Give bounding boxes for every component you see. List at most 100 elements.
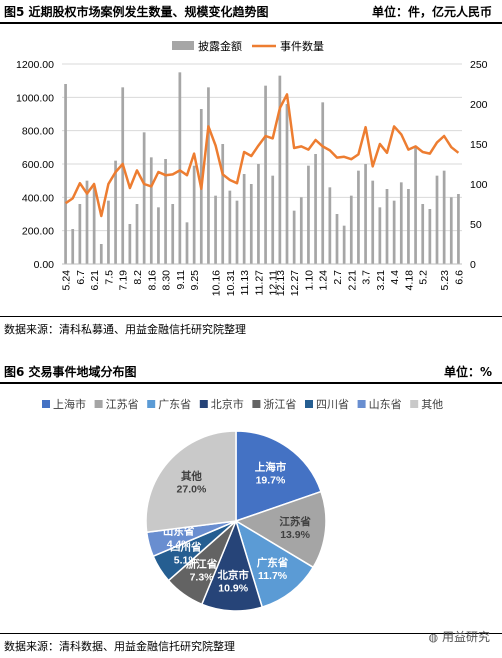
- x-tick-label: 7.19: [118, 270, 130, 291]
- bar: [235, 200, 239, 264]
- legend-label: 上海市: [53, 397, 86, 411]
- bar: [185, 222, 189, 264]
- bar: [128, 224, 132, 264]
- legend-swatch: [199, 400, 208, 408]
- x-tick-label: 1.10: [303, 270, 315, 291]
- bar: [407, 189, 410, 264]
- bar: [364, 164, 367, 264]
- x-tick-label: 2.7: [332, 270, 344, 285]
- bar: [121, 87, 125, 264]
- bar: [378, 207, 382, 264]
- x-tick-label: 11.27: [253, 270, 265, 296]
- legend-label-count: 事件数量: [280, 40, 324, 53]
- y-right-tick-label: 250: [470, 59, 488, 71]
- pie-slice: [145, 430, 237, 534]
- bar: [149, 157, 153, 264]
- fig5-source: 数据来源：清科私募通、用益金融信托研究院整理: [4, 323, 246, 336]
- legend-label: 四川省: [316, 398, 349, 411]
- fig5-top-rule: [0, 22, 502, 24]
- bar: [157, 207, 160, 264]
- x-tick-label: 5.24: [61, 270, 73, 291]
- bar: [321, 102, 325, 264]
- pie-slice-label: 上海市: [255, 461, 287, 474]
- y-left-tick-label: 0.00: [34, 259, 55, 271]
- pie-slice-value: 13.9%: [280, 529, 310, 541]
- bar: [357, 170, 360, 264]
- bar: [85, 180, 89, 264]
- bar: [285, 104, 289, 264]
- x-tick-label: 2.21: [346, 270, 358, 291]
- wechat-icon: ◍: [428, 631, 439, 644]
- legend-swatch: [252, 400, 261, 408]
- y-right-tick-label: 0: [470, 259, 476, 271]
- bar: [78, 204, 82, 264]
- bar: [342, 225, 346, 264]
- bar: [392, 200, 396, 264]
- bar: [428, 209, 432, 264]
- fig5-header: 图5 近期股权市场案例发生数量、规模变化趋势图 单位：件，亿元人民币: [0, 0, 502, 22]
- bar: [314, 154, 317, 264]
- x-tick-label: 5.2: [418, 270, 430, 285]
- x-tick-label: 6.21: [89, 270, 101, 291]
- bar: [142, 132, 146, 264]
- pie-slice: [234, 490, 327, 569]
- bar: [371, 180, 375, 264]
- y-right-tick-label: 200: [470, 99, 488, 111]
- x-tick-label: 1.24: [318, 270, 330, 291]
- legend-swatch: [357, 400, 366, 408]
- bar: [257, 164, 260, 264]
- x-tick-label: 6.7: [75, 270, 87, 285]
- bar: [71, 229, 75, 264]
- x-tick-label: 12.11: [268, 270, 280, 296]
- pie-slice: [234, 519, 315, 609]
- fig6-unit: 单位：%: [443, 365, 492, 379]
- pie-slice-label: 广东省: [257, 556, 289, 569]
- fig5-unit: 单位：件，亿元人民币: [371, 5, 492, 19]
- pie-slice-label: 江苏省: [279, 515, 311, 528]
- pie-slice-value: 11.7%: [258, 570, 288, 582]
- bar: [92, 187, 96, 264]
- bar: [299, 197, 303, 264]
- y-left-tick-label: 1000.00: [16, 92, 54, 104]
- legend-label: 广东省: [158, 398, 191, 411]
- pie-slice-label: 北京市: [217, 568, 249, 581]
- bar: [435, 175, 439, 264]
- pie-slice-label: 浙江省: [186, 557, 218, 570]
- bar: [64, 84, 67, 264]
- bar: [271, 175, 275, 264]
- legend-label-amount: 披露金额: [198, 39, 242, 53]
- legend-label: 山东省: [369, 398, 402, 411]
- bar: [399, 182, 403, 264]
- x-tick-label: 12.27: [289, 270, 301, 296]
- x-tick-label: 3.21: [375, 270, 387, 291]
- legend-swatch: [94, 400, 103, 408]
- pie-slice-value: 10.9%: [218, 582, 248, 594]
- fig6-header: 图6 交易事件地域分布图 单位：%: [0, 360, 502, 382]
- x-tick-label: 5.23: [439, 270, 451, 291]
- legend-swatch: [42, 400, 50, 408]
- legend-label: 北京市: [211, 397, 244, 411]
- pie-slice-label: 其他: [181, 470, 202, 483]
- x-tick-label: 6.6: [453, 270, 465, 285]
- series-line-count: [64, 93, 460, 218]
- x-tick-label: 4.18: [403, 270, 415, 291]
- legend-label: 浙江省: [263, 398, 296, 411]
- y-left-tick-label: 200.00: [22, 226, 54, 238]
- fig6-title: 图6 交易事件地域分布图: [4, 365, 137, 379]
- fig6-bottom-rule: [0, 633, 502, 634]
- bar: [328, 187, 332, 264]
- x-tick-label: 10.16: [211, 270, 223, 296]
- bar: [278, 75, 282, 264]
- y-right-tick-label: 100: [470, 179, 488, 191]
- bar: [385, 189, 389, 264]
- x-tick-label: 3.7: [361, 270, 373, 285]
- x-tick-label: 11.13: [239, 270, 251, 296]
- y-left-tick-label: 1200.00: [16, 59, 54, 71]
- legend-label: 江苏省: [106, 398, 139, 411]
- pie-slice-value: 5.1%: [174, 555, 199, 567]
- x-tick-label: 10.31: [225, 270, 237, 296]
- bar: [221, 144, 225, 264]
- combo-chart: 披露金额 事件数量0.00200.00400.00600.00800.001000…: [16, 39, 488, 296]
- pie-slice-value: 7.3%: [190, 571, 215, 583]
- bar: [192, 165, 196, 264]
